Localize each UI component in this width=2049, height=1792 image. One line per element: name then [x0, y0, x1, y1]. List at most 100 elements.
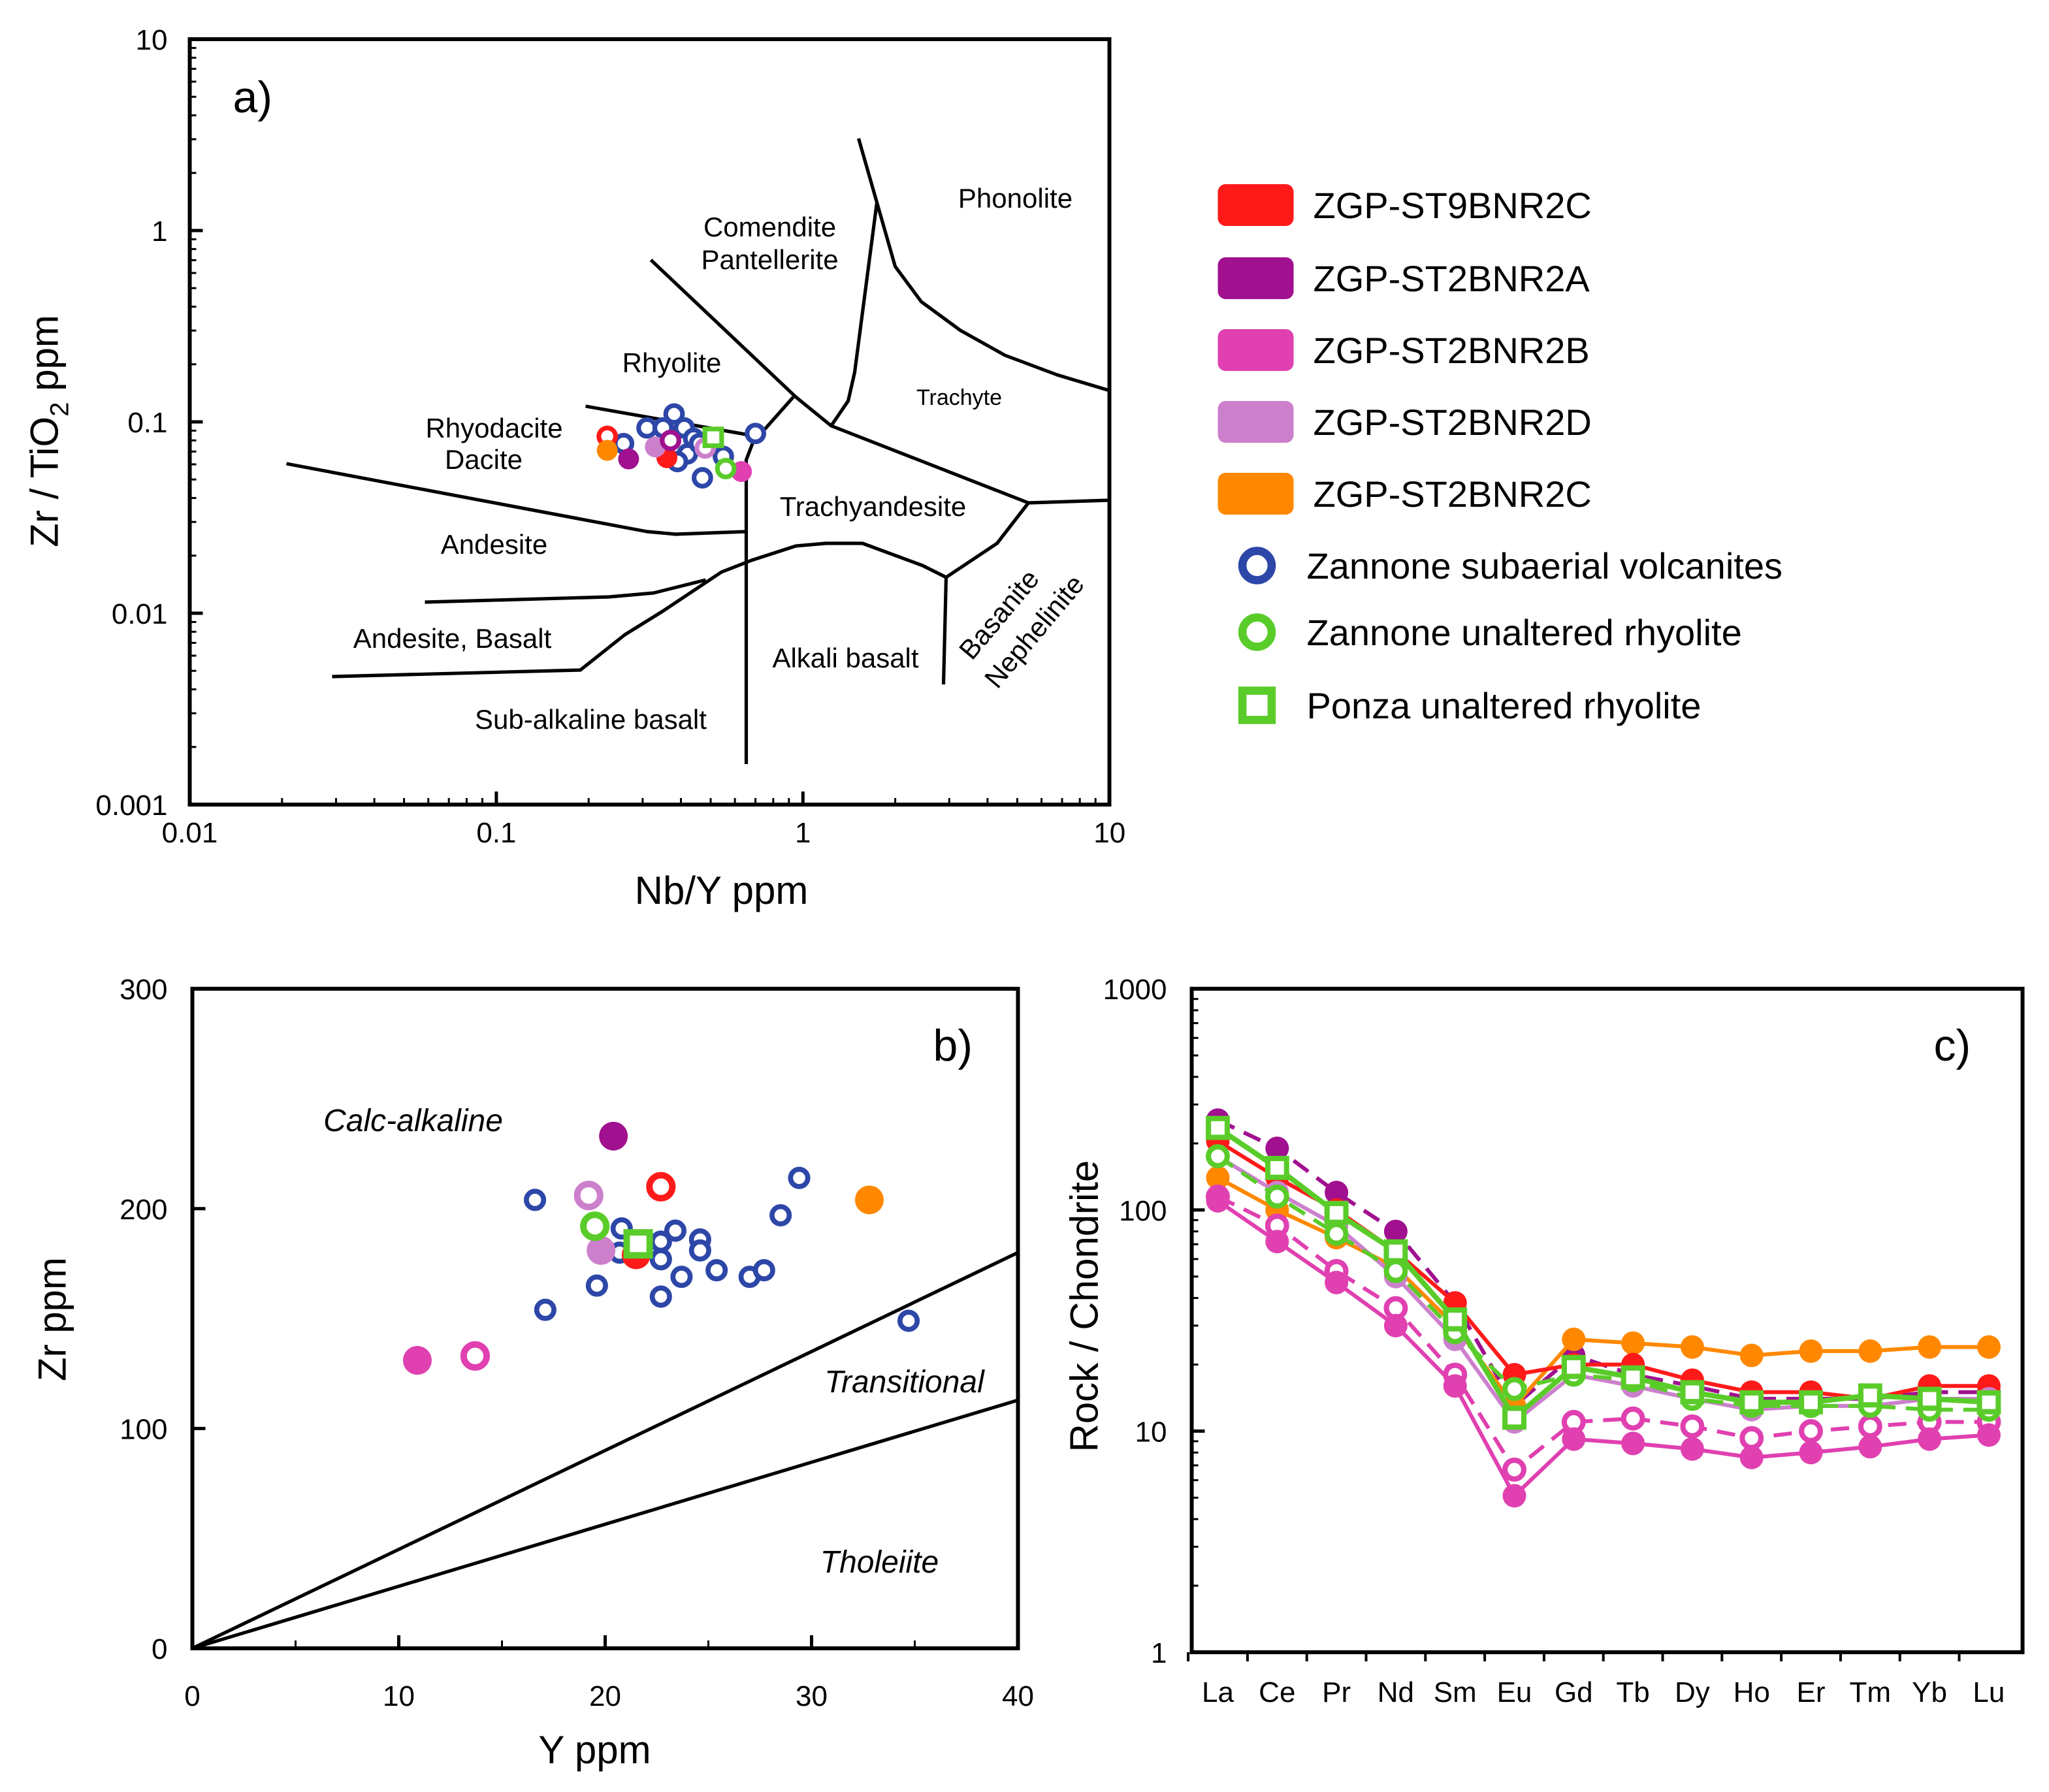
x-tick-label: Pr [1322, 1676, 1351, 1708]
data-point [663, 403, 685, 425]
y-tick-label: 100 [1119, 1195, 1167, 1227]
data-point [460, 1341, 490, 1371]
data-point [1502, 1457, 1526, 1482]
region-label: Andesite, Basalt [353, 623, 552, 654]
data-point [1502, 1377, 1526, 1401]
data-point [1621, 1432, 1645, 1456]
region-label: Sub-alkaline basalt [475, 704, 707, 735]
x-tick-label: Nd [1378, 1676, 1414, 1708]
calc-alkaline-transitional-boundary [191, 1251, 1019, 1650]
data-point [585, 1274, 608, 1297]
legend-marker [1238, 686, 1276, 724]
data-point [1325, 1270, 1349, 1294]
data-point [1502, 1405, 1526, 1430]
data-point [1443, 1374, 1467, 1398]
x-tick-label: 10 [1093, 817, 1125, 849]
boundary-line [875, 202, 1110, 392]
data-point [1324, 1221, 1349, 1246]
legend-swatch [1218, 401, 1294, 443]
legend-entry: ZGP-ST2BNR2A [1218, 257, 1590, 299]
data-point [1324, 1200, 1349, 1225]
y-axis-title: Zr / TiO2 ppm [23, 315, 74, 547]
legend-swatch [1218, 473, 1294, 515]
data-point [1858, 1414, 1882, 1439]
data-point [1383, 1313, 1408, 1337]
data-point [649, 1248, 672, 1271]
legend-marker [1238, 547, 1276, 584]
boundary-line [286, 462, 747, 536]
boundary-line [830, 138, 879, 427]
data-point [1562, 1427, 1586, 1451]
panel-label: b) [933, 1021, 973, 1070]
legend-swatch [1218, 184, 1294, 226]
data-point [534, 1298, 557, 1321]
data-point [1917, 1386, 1942, 1411]
legend-entry: ZGP-ST2BNR2C [1218, 473, 1592, 515]
legend-label: Zannone subaerial volcanites [1307, 545, 1783, 586]
data-point [1561, 1354, 1586, 1379]
data-point [1325, 1180, 1349, 1204]
data-point [1680, 1380, 1705, 1405]
legend-label: Zannone unaltered rhyolite [1307, 612, 1742, 653]
x-tick-label: Gd [1555, 1676, 1593, 1708]
legend-label: ZGP-ST2BNR2A [1314, 258, 1590, 299]
data-point [580, 1211, 610, 1241]
y-tick-label: 10 [1135, 1416, 1167, 1448]
x-tick-label: Yb [1912, 1676, 1947, 1708]
data-point [1858, 1435, 1882, 1459]
data-point [1265, 1136, 1289, 1160]
data-point [691, 467, 713, 489]
legend: ZGP-ST9BNR2C ZGP-ST2BNR2A ZGP-ST2BNR2B ZGP-… [1218, 184, 1783, 726]
data-point [1680, 1437, 1704, 1461]
data-point [1976, 1390, 2001, 1415]
data-point [646, 1172, 676, 1202]
data-point [715, 458, 737, 479]
y-tick-label: 1000 [1103, 974, 1167, 1006]
y-axis-title: Rock / Chondrite [1063, 1160, 1106, 1452]
data-point [1265, 1155, 1289, 1180]
data-point [854, 1185, 884, 1215]
data-point [1621, 1406, 1645, 1431]
legend-label: ZGP-ST2BNR2D [1314, 402, 1592, 443]
data-point [618, 448, 639, 470]
panel-a-chart: Phonolite Comendite Pantellerite Rhyolit… [23, 24, 1126, 912]
y-tick-label: 100 [120, 1413, 167, 1445]
x-tick-label: 0.1 [476, 817, 516, 849]
region-label: Trachyte [916, 385, 1002, 410]
data-point [1799, 1339, 1823, 1363]
legend-entry: Ponza unaltered rhyolite [1238, 685, 1701, 726]
data-point [573, 1181, 604, 1211]
data-point [1206, 1166, 1230, 1190]
data-point [649, 1285, 672, 1308]
data-point [524, 1189, 547, 1211]
y-tick-label: 1 [1151, 1637, 1167, 1669]
plot-frame [1189, 987, 2025, 1654]
x-tick-label: Tb [1616, 1676, 1649, 1708]
region-label: Rhyodacite [425, 413, 562, 443]
data-point [1858, 1383, 1882, 1408]
x-tick-label: Tm [1850, 1676, 1892, 1708]
transitional-tholeiite-boundary [191, 1398, 1019, 1650]
boundary-line [332, 541, 947, 679]
region-label: Trachyandesite [780, 491, 967, 522]
panel-c-chart: c) Rock / Chondrite 1000 100 10 1 La Ce Pr Nd Sm… [1063, 974, 2025, 1708]
region-label: Alkali basalt [772, 643, 918, 673]
x-tick-label: 10 [383, 1680, 415, 1712]
region-label: Tholeiite [820, 1545, 939, 1580]
series [1206, 1115, 2001, 1430]
y-tick-label: 0.01 [112, 598, 168, 630]
panel-b-chart: Calc-alkaline Transitional Tholeiite b) … [31, 974, 1034, 1772]
data-point [1739, 1445, 1764, 1469]
panel-label: a) [233, 72, 272, 122]
data-point [1918, 1427, 1942, 1451]
data-point [788, 1166, 811, 1189]
data-point [1206, 1144, 1230, 1168]
data-point [1976, 1423, 2001, 1447]
classification-boundaries [286, 138, 1110, 764]
data-point [1918, 1335, 1942, 1359]
x-tick-label: La [1202, 1676, 1234, 1708]
data-point [1976, 1335, 2001, 1359]
panel-label: c) [1934, 1021, 1971, 1070]
region-label: Andesite [441, 529, 547, 560]
